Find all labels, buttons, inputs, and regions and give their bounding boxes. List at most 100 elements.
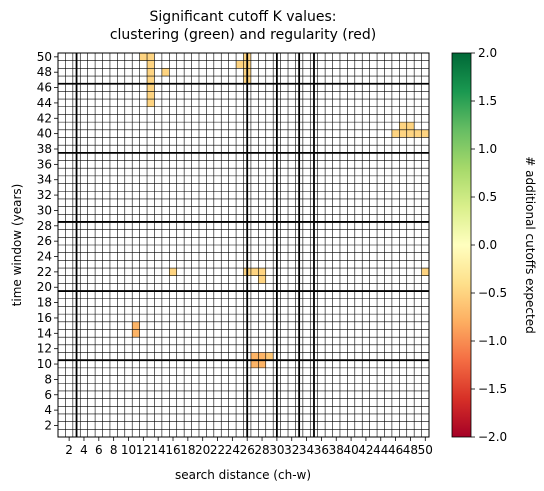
y-tick-label: 30 <box>37 203 52 217</box>
colorbar-tick-label: −2.0 <box>478 430 507 444</box>
heatmap-cell <box>139 53 148 61</box>
heatmap-cell <box>147 53 155 61</box>
colorbar-tick-label: 1.5 <box>478 94 497 108</box>
chart-title-line-2: clustering (green) and regularity (red) <box>110 27 376 43</box>
y-tick-label: 6 <box>44 388 52 402</box>
x-tick-label: 22 <box>210 443 225 457</box>
y-axis-ticks: 2468101214161820222426283032343638404244… <box>37 50 58 432</box>
heatmap-cell <box>250 268 259 276</box>
x-tick-label: 32 <box>284 443 299 457</box>
x-tick-label: 50 <box>418 443 433 457</box>
x-tick-label: 36 <box>314 443 329 457</box>
x-tick-label: 10 <box>121 443 136 457</box>
x-tick-label: 12 <box>136 443 151 457</box>
x-axis-label: search distance (ch-w) <box>175 468 311 482</box>
y-tick-label: 36 <box>37 157 52 171</box>
y-tick-label: 28 <box>37 219 52 233</box>
y-tick-label: 26 <box>37 234 52 248</box>
heatmap-cell <box>147 68 155 77</box>
plot-frame <box>57 52 430 438</box>
heatmap-cell <box>169 268 177 276</box>
chart-title-line-1: Significant cutoff K values: <box>150 9 337 25</box>
x-tick-label: 16 <box>165 443 180 457</box>
colorbar-tick-label: 0.0 <box>478 238 497 252</box>
colorbar-ticks: −2.0 −1.5 −1.0 −0.5 0.0 0.5 1.0 1.5 2.0 <box>471 46 507 444</box>
heatmap-cell <box>147 91 155 100</box>
y-tick-label: 16 <box>37 311 52 325</box>
heatmap-cell <box>265 352 274 361</box>
heatmap-cell <box>132 321 140 330</box>
x-tick-label: 2 <box>65 443 73 457</box>
x-tick-label: 4 <box>80 443 88 457</box>
heatmap-cell <box>258 275 266 284</box>
y-tick-label: 4 <box>44 403 52 417</box>
x-tick-label: 38 <box>329 443 344 457</box>
y-tick-label: 8 <box>44 372 52 386</box>
heatmap-cell <box>421 129 429 138</box>
heatmap-cell <box>258 352 266 361</box>
colorbar-tick-label: 1.0 <box>478 142 497 156</box>
colorbar-tick-label: −1.0 <box>478 334 507 348</box>
colorbar-label: # additional cutoffs expected <box>523 156 537 333</box>
y-tick-label: 14 <box>37 326 52 340</box>
heatmap-cell <box>258 360 266 368</box>
heatmap-cell <box>391 129 400 138</box>
heatmap-cell <box>161 68 170 77</box>
y-tick-label: 34 <box>37 173 52 187</box>
heatmap-cell <box>147 60 155 69</box>
x-tick-label: 8 <box>110 443 118 457</box>
heatmap-cell <box>236 60 244 69</box>
x-tick-label: 28 <box>254 443 269 457</box>
heatmap-cell <box>132 329 140 338</box>
heatmap-cell <box>147 83 155 92</box>
x-tick-label: 24 <box>225 443 240 457</box>
x-tick-label: 14 <box>151 443 166 457</box>
colorbar-tick-label: 0.5 <box>478 190 497 204</box>
x-tick-label: 6 <box>95 443 103 457</box>
heatmap-cell <box>421 268 429 276</box>
heatmap-cell <box>258 268 266 276</box>
y-tick-label: 12 <box>37 342 52 356</box>
y-tick-label: 42 <box>37 111 52 125</box>
x-tick-label: 34 <box>299 443 314 457</box>
x-tick-label: 26 <box>240 443 255 457</box>
heatmap-cell <box>414 129 422 138</box>
y-axis-label: time window (years) <box>10 184 24 307</box>
x-tick-label: 46 <box>388 443 403 457</box>
y-tick-label: 46 <box>37 81 52 95</box>
x-tick-label: 44 <box>373 443 388 457</box>
y-tick-label: 32 <box>37 188 52 202</box>
heatmap-cell <box>250 360 259 368</box>
y-tick-label: 44 <box>37 96 52 110</box>
heatmap-grid <box>57 52 430 438</box>
y-tick-label: 40 <box>37 127 52 141</box>
x-tick-label: 20 <box>195 443 210 457</box>
heatmap-cell <box>250 352 259 361</box>
y-tick-label: 24 <box>37 250 52 264</box>
x-tick-label: 40 <box>343 443 358 457</box>
y-tick-label: 20 <box>37 280 52 294</box>
colorbar-tick-label: −0.5 <box>478 286 507 300</box>
y-tick-label: 18 <box>37 296 52 310</box>
heatmap-cell <box>406 122 415 130</box>
x-axis-ticks: 2 4 6 8 10 12 14 16 18 20 22 24 26 28 30 32 34 36 38 40 42 44… <box>65 437 433 457</box>
x-tick-label: 18 <box>180 443 195 457</box>
heatmap-cell <box>147 76 155 84</box>
y-tick-label: 10 <box>37 357 52 371</box>
y-tick-label: 22 <box>37 265 52 279</box>
heatmap-cell <box>399 129 407 138</box>
colorbar-tick-label: −1.5 <box>478 382 507 396</box>
heatmap-cell <box>399 122 407 130</box>
y-tick-label: 2 <box>44 418 52 432</box>
y-tick-label: 38 <box>37 142 52 156</box>
y-tick-label: 48 <box>37 65 52 79</box>
y-tick-label: 50 <box>37 50 52 64</box>
x-tick-label: 30 <box>269 443 284 457</box>
colorbar <box>451 52 472 438</box>
x-tick-label: 42 <box>358 443 373 457</box>
heatmap-cell <box>147 99 155 107</box>
heatmap-cell <box>406 129 415 138</box>
x-tick-label: 48 <box>403 443 418 457</box>
colorbar-tick-label: 2.0 <box>478 46 497 60</box>
